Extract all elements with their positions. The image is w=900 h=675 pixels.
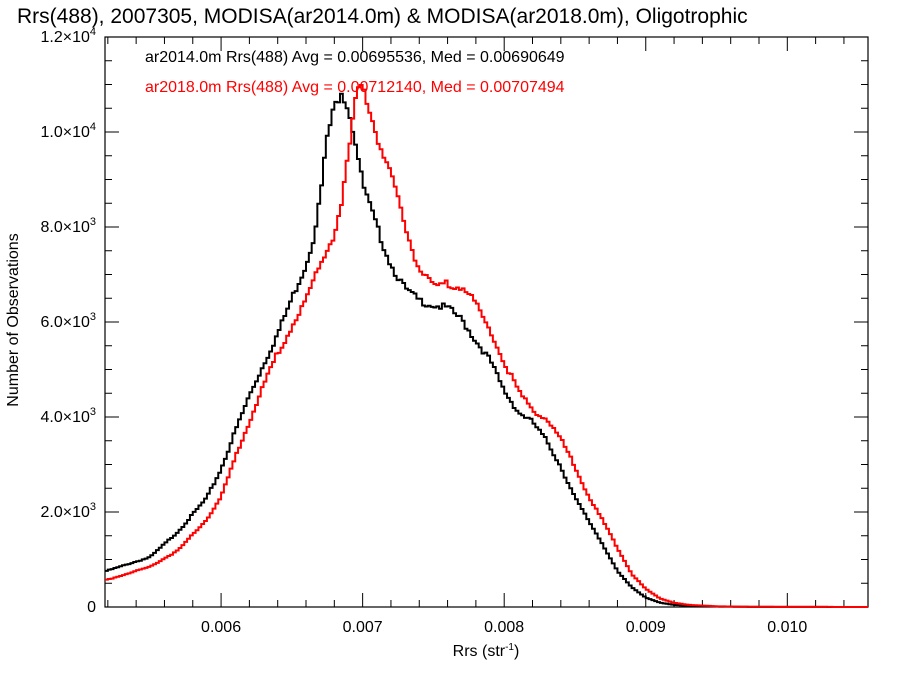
y-tick-label-1: 2.0×103 (40, 501, 96, 521)
chart-title: Rrs(488), 2007305, MODISA(ar2014.0m) & M… (17, 5, 748, 28)
x-tick-label-4: 0.010 (767, 619, 807, 636)
annotation-ar2014: ar2014.0m Rrs(488) Avg = 0.00695536, Med… (145, 49, 565, 66)
y-tick-label-6: 1.2×104 (40, 26, 96, 46)
x-axis-label-end: ) (514, 643, 519, 660)
x-axis-label-sup: -1 (505, 642, 514, 653)
annotation-ar2018: ar2018.0m Rrs(488) Avg = 0.00712140, Med… (145, 79, 565, 96)
y-tick-label-3: 6.0×103 (40, 311, 96, 331)
series-line-0 (105, 92, 868, 608)
y-tick-label-0: 0 (87, 599, 96, 616)
x-axis-label-main: Rrs (str (453, 643, 506, 660)
plot-series (105, 83, 868, 608)
y-tick-label-2: 4.0×103 (40, 406, 96, 426)
x-axis-label: Rrs (str-1) (453, 642, 520, 660)
y-tick-label-5: 1.0×104 (40, 121, 96, 141)
y-axis-label: Number of Observations (5, 233, 22, 406)
series-line-1 (105, 83, 868, 608)
x-tick-label-2: 0.008 (484, 619, 524, 636)
x-tick-label-1: 0.007 (343, 619, 383, 636)
x-tick-label-3: 0.009 (626, 619, 666, 636)
y-axis: 0 2.0×103 4.0×103 6.0×103 8.0×103 1.0×104 1.2×… (40, 26, 868, 616)
y-tick-label-4: 8.0×103 (40, 216, 96, 236)
x-axis: 0.006 0.007 0.008 0.009 0.010 (107, 37, 845, 636)
x-tick-label-0: 0.006 (201, 619, 241, 636)
